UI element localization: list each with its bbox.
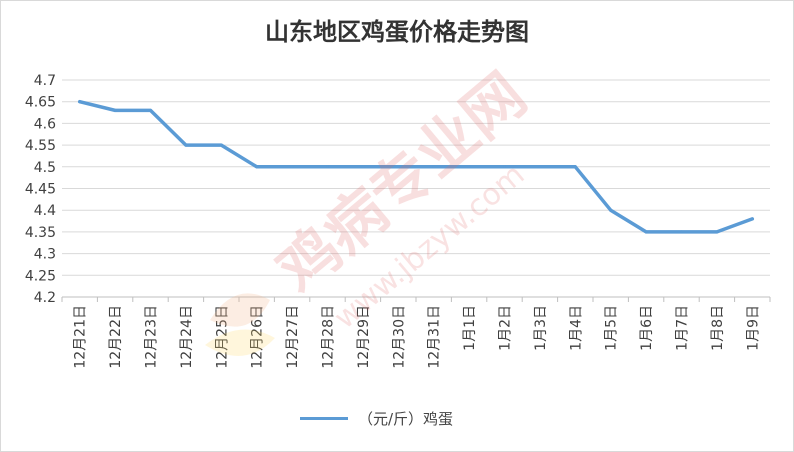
data-point [467,165,471,169]
data-point [396,165,400,169]
y-tick-label: 4.4 [34,203,56,219]
data-point [680,230,683,234]
data-point [750,217,754,221]
x-tick-label: 1月5日 [604,305,620,351]
y-tick-label: 4.45 [25,182,56,198]
legend: （元/斤）鸡蛋 [300,408,453,429]
data-point [326,165,329,169]
y-tick-label: 4.25 [25,268,56,284]
x-tick-label: 1月7日 [675,305,691,351]
x-axis: 12月21日 12月22日 12月23日 12月24日 12月25日 12月26日 12月2… [61,297,771,369]
data-point [149,108,152,112]
y-tick-label: 4.5 [34,160,56,176]
data-point [361,165,365,169]
x-tick-label: 12月21日 [73,305,89,369]
x-tick-label: 12月23日 [144,305,160,369]
x-tick-label: 1月2日 [498,305,514,351]
x-tick-label: 1月1日 [462,305,478,351]
x-tick-label: 12月22日 [108,305,124,369]
x-tick-label: 12月29日 [356,305,372,369]
x-tick-label: 12月28日 [321,305,337,369]
series-group [77,99,755,234]
grid-lines [62,79,770,298]
y-tick-label: 4.2 [34,290,56,306]
x-tick-label: 1月6日 [639,305,655,351]
data-point [219,143,223,147]
data-point [503,165,506,169]
data-point [573,165,577,169]
legend-label: （元/斤）鸡蛋 [358,410,454,428]
chart-title: 山东地区鸡蛋价格走势图 [265,17,529,46]
legend-swatch [300,417,348,420]
series-line [77,99,755,234]
x-tick-label: 12月31日 [427,305,443,369]
data-point [644,230,648,234]
x-tick-label: 1月4日 [568,305,584,351]
data-point [78,100,82,104]
data-point [715,230,719,234]
y-tick-label: 4.35 [25,225,56,241]
x-tick-label: 12月27日 [285,305,301,369]
x-tick-label: 1月9日 [745,305,761,351]
y-tick-label: 4.6 [34,116,56,132]
data-point [432,165,436,169]
x-tick-label: 12月24日 [179,305,195,369]
y-tick-label: 4.65 [25,95,56,111]
y-tick-label: 4.55 [25,138,56,154]
data-point [113,108,117,112]
data-point [184,143,188,147]
data-point [609,208,613,212]
x-tick-label: 1月8日 [710,305,726,351]
y-tick-label: 4.7 [34,73,56,89]
x-tick-label: 1月3日 [533,305,549,351]
data-point [255,165,259,169]
x-tick-label: 12月26日 [250,305,266,369]
x-tick-label: 12月25日 [214,305,230,369]
data-point [290,165,294,169]
data-point [538,165,542,169]
y-tick-label: 4.3 [34,247,56,263]
y-axis: 4.2 4.25 4.3 4.35 4.4 4.45 4.5 4.55 4.6 4.65 4.7 [25,73,56,306]
x-tick-label: 12月30日 [391,305,407,369]
